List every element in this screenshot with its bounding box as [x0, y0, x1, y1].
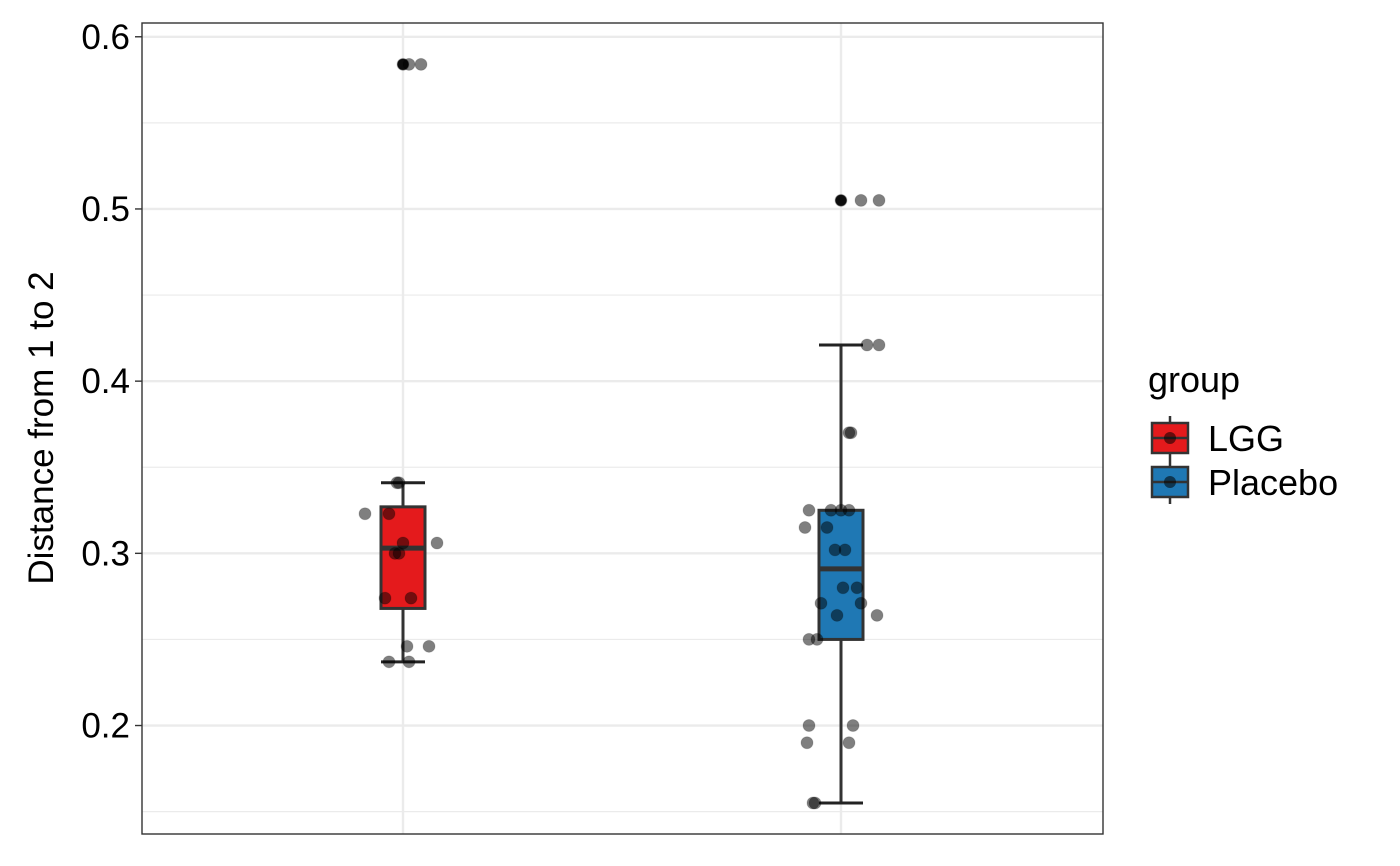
data-point	[798, 521, 812, 535]
data-point	[872, 193, 886, 207]
data-point	[382, 507, 396, 521]
legend-key-point	[1164, 432, 1176, 444]
data-point	[802, 719, 816, 733]
data-point	[808, 796, 822, 810]
legend-label-placebo: Placebo	[1208, 462, 1338, 503]
data-point	[382, 655, 396, 669]
data-point	[358, 507, 372, 521]
data-point	[820, 521, 834, 535]
data-point	[850, 581, 864, 595]
data-point	[854, 596, 868, 610]
data-point	[836, 581, 850, 595]
data-point	[802, 503, 816, 517]
data-point	[838, 543, 852, 557]
data-point	[854, 193, 868, 207]
gridlines	[142, 23, 1103, 834]
data-point	[842, 736, 856, 750]
data-point	[800, 736, 814, 750]
data-point	[400, 639, 414, 653]
y-tick-label: 0.3	[81, 534, 130, 573]
data-point	[870, 608, 884, 622]
data-point	[810, 632, 824, 646]
data-point	[834, 193, 848, 207]
y-tick-label: 0.4	[81, 362, 130, 401]
data-point	[830, 608, 844, 622]
data-point	[430, 536, 444, 550]
data-point	[402, 655, 416, 669]
data-point	[842, 503, 856, 517]
y-tick-label: 0.5	[81, 190, 130, 229]
data-point	[844, 426, 858, 440]
legend-title: group	[1148, 359, 1240, 400]
legend-key-point	[1164, 476, 1176, 488]
y-tick-label: 0.6	[81, 18, 130, 57]
data-point	[392, 546, 406, 560]
data-point	[872, 338, 886, 352]
data-point	[846, 719, 860, 733]
data-point	[860, 338, 874, 352]
legend-key-lgg	[1150, 416, 1190, 460]
data-point	[392, 476, 406, 490]
data-point	[404, 591, 418, 605]
data-point	[378, 591, 392, 605]
data-point	[414, 57, 428, 71]
data-point	[422, 639, 436, 653]
data-point	[402, 57, 416, 71]
legend-key-placebo	[1150, 460, 1190, 504]
y-tick-label: 0.2	[81, 707, 130, 746]
y-axis-title: Distance from 1 to 2	[22, 271, 61, 584]
data-point	[814, 596, 828, 610]
legend-label-lgg: LGG	[1208, 418, 1284, 459]
plot-panel-border	[141, 22, 1104, 835]
y-axis: 0.2 0.3 0.4 0.5 0.6	[81, 18, 142, 746]
jitter-points	[358, 57, 886, 810]
